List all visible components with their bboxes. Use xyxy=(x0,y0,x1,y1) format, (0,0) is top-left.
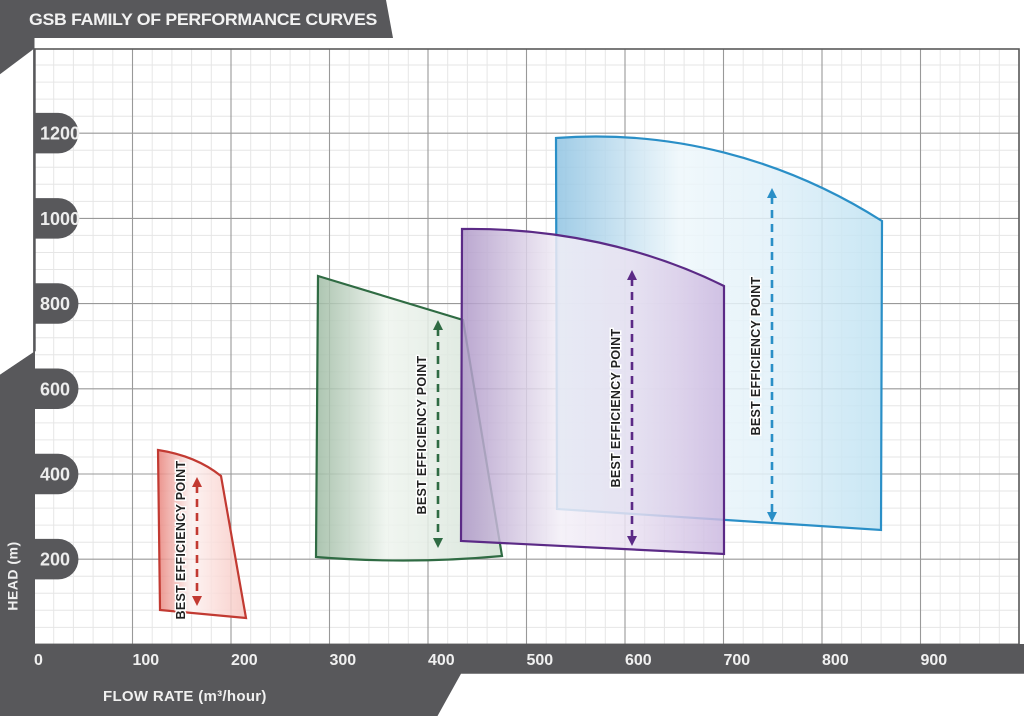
svg-text:400: 400 xyxy=(40,465,70,485)
svg-text:700: 700 xyxy=(724,652,751,669)
svg-text:600: 600 xyxy=(625,652,652,669)
svg-text:0: 0 xyxy=(34,652,43,669)
svg-text:BEST EFFICIENCY POINT: BEST EFFICIENCY POINT xyxy=(609,329,623,488)
svg-text:HEAD (m): HEAD (m) xyxy=(5,541,21,610)
svg-text:500: 500 xyxy=(527,652,554,669)
svg-text:600: 600 xyxy=(40,379,70,399)
svg-text:900: 900 xyxy=(921,652,948,669)
svg-text:800: 800 xyxy=(822,652,849,669)
svg-text:1200: 1200 xyxy=(40,124,80,144)
svg-text:100: 100 xyxy=(133,652,160,669)
svg-text:BEST EFFICIENCY POINT: BEST EFFICIENCY POINT xyxy=(415,356,429,515)
svg-text:400: 400 xyxy=(428,652,455,669)
svg-text:1000: 1000 xyxy=(40,209,80,229)
svg-text:300: 300 xyxy=(330,652,357,669)
svg-text:FLOW RATE (m³/hour): FLOW RATE (m³/hour) xyxy=(103,688,267,705)
svg-text:200: 200 xyxy=(231,652,258,669)
svg-text:BEST EFFICIENCY POINT: BEST EFFICIENCY POINT xyxy=(749,277,763,436)
svg-text:GSB FAMILY OF PERFORMANCE CURV: GSB FAMILY OF PERFORMANCE CURVES xyxy=(29,11,377,29)
svg-text:BEST EFFICIENCY POINT: BEST EFFICIENCY POINT xyxy=(174,461,188,620)
svg-text:800: 800 xyxy=(40,294,70,314)
svg-text:200: 200 xyxy=(40,550,70,570)
